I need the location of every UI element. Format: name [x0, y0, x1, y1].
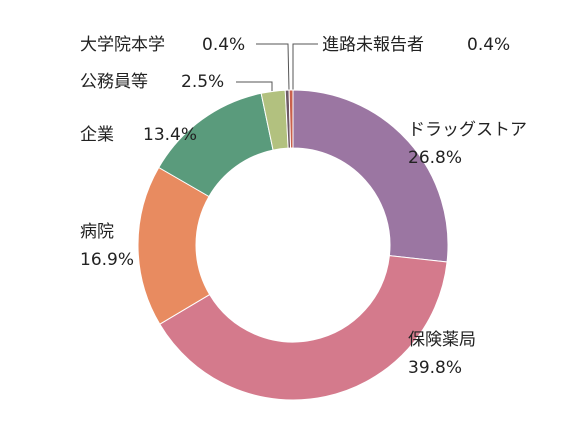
slice-label: 進路未報告者	[322, 35, 424, 55]
leader-line	[292, 43, 318, 90]
slice-label: 大学院本学	[80, 35, 165, 55]
value-label: 13.4%	[143, 125, 197, 145]
slice-label: 保険薬局	[408, 330, 476, 350]
slice-label: ドラッグストア	[408, 120, 527, 140]
value-label: 26.8%	[408, 148, 462, 168]
value-label: 16.9%	[80, 250, 134, 270]
leader-line	[236, 81, 273, 94]
leader-line	[256, 43, 290, 91]
donut-slice	[292, 89, 449, 263]
slice-label: 病院	[80, 222, 114, 242]
slice-label: 企業	[80, 125, 114, 145]
value-label: 39.8%	[408, 358, 462, 378]
donut-slice	[288, 89, 294, 149]
value-label: 2.5%	[181, 72, 224, 92]
donut-slice	[159, 255, 448, 401]
slice-label: 公務員等	[80, 72, 148, 92]
value-label: 0.4%	[202, 35, 245, 55]
value-label: 0.4%	[467, 35, 510, 55]
